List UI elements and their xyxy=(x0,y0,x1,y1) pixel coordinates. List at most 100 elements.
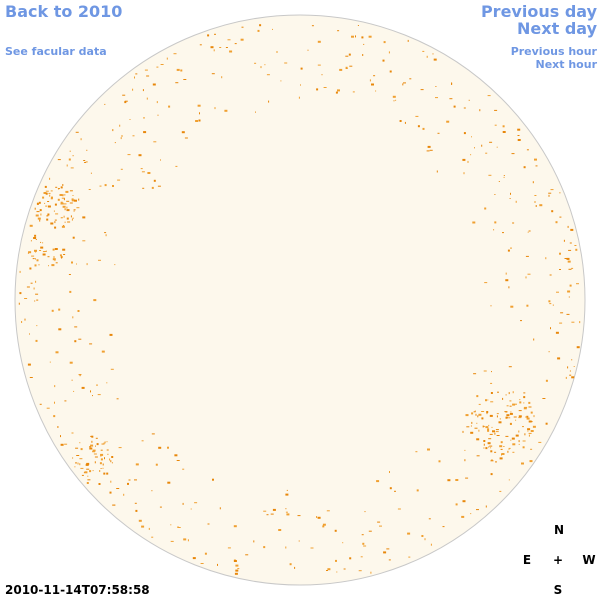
facula xyxy=(80,448,83,451)
compass-center: + xyxy=(552,553,564,567)
facula xyxy=(88,189,91,190)
facula xyxy=(91,435,94,438)
facula xyxy=(567,225,569,228)
facula xyxy=(66,209,70,212)
facula xyxy=(37,217,41,220)
facula xyxy=(503,446,505,447)
facula xyxy=(471,421,473,424)
facula xyxy=(487,429,490,432)
facula xyxy=(528,434,530,437)
next-day-link[interactable]: Next day xyxy=(517,19,597,38)
facula xyxy=(424,538,426,541)
facula xyxy=(317,64,321,66)
facula xyxy=(300,67,303,70)
facula xyxy=(518,440,520,443)
facula xyxy=(517,135,520,136)
facula xyxy=(219,47,222,48)
facula xyxy=(477,415,479,418)
facula xyxy=(415,115,419,117)
facula xyxy=(87,475,89,477)
facula xyxy=(167,446,169,449)
facula xyxy=(335,91,338,94)
facula xyxy=(175,165,178,167)
facula xyxy=(510,439,512,441)
facula xyxy=(73,209,76,211)
facula xyxy=(233,525,237,528)
facula xyxy=(86,468,90,470)
facula xyxy=(494,124,497,126)
facula xyxy=(78,338,82,340)
facula xyxy=(487,428,490,431)
facula xyxy=(268,100,270,103)
facula xyxy=(76,263,77,265)
facula xyxy=(61,256,63,259)
facula xyxy=(311,25,314,27)
facula xyxy=(110,460,112,463)
facula xyxy=(568,268,572,270)
facula xyxy=(533,338,535,341)
facula xyxy=(270,513,274,515)
facula xyxy=(481,411,485,412)
facula xyxy=(105,234,107,237)
facula xyxy=(436,170,438,173)
previous-hour-link[interactable]: Previous hour xyxy=(510,45,597,58)
facula xyxy=(144,69,148,71)
facula xyxy=(49,177,51,180)
facula xyxy=(82,216,86,219)
facula xyxy=(364,511,366,513)
facula xyxy=(95,437,98,439)
facula xyxy=(60,443,64,446)
facula xyxy=(569,370,571,372)
facula xyxy=(134,76,135,79)
facular-link[interactable]: See facular data xyxy=(5,45,107,58)
facula xyxy=(43,251,47,252)
facula xyxy=(194,502,198,504)
facula xyxy=(62,248,66,251)
facula xyxy=(510,305,514,308)
facula xyxy=(214,33,216,35)
facula xyxy=(566,313,570,315)
facula xyxy=(80,467,84,469)
facula xyxy=(99,462,102,465)
facula xyxy=(100,468,102,469)
facula xyxy=(394,490,396,492)
facula xyxy=(571,321,575,323)
facula xyxy=(362,54,364,56)
facula xyxy=(79,463,81,466)
previous-day-link[interactable]: Previous day xyxy=(480,2,597,21)
facula xyxy=(494,451,497,453)
facula xyxy=(389,471,390,473)
facula xyxy=(567,260,571,263)
facula xyxy=(72,316,74,319)
facula xyxy=(39,250,42,251)
facula xyxy=(569,284,572,287)
timestamp: 2010-11-14T07:58:58 xyxy=(5,583,150,597)
facula xyxy=(489,445,493,447)
facula xyxy=(234,43,237,45)
facula xyxy=(103,472,106,475)
facula xyxy=(119,124,121,127)
facula xyxy=(107,453,109,455)
facula xyxy=(571,359,573,361)
back-link[interactable]: Back to 2010 xyxy=(5,2,123,21)
facula xyxy=(532,425,536,428)
facula xyxy=(515,419,517,421)
facula xyxy=(200,563,204,564)
facula xyxy=(55,213,59,215)
facula xyxy=(527,430,529,432)
facula xyxy=(89,447,93,450)
facula xyxy=(442,526,445,528)
next-hour-link[interactable]: Next hour xyxy=(535,58,598,71)
facula xyxy=(221,76,223,79)
facula xyxy=(376,480,380,483)
facula xyxy=(349,65,353,67)
facula xyxy=(488,438,492,440)
facula xyxy=(522,446,525,449)
facula xyxy=(453,105,456,108)
facula xyxy=(254,62,257,64)
facula xyxy=(428,518,431,520)
facula xyxy=(475,413,477,416)
facula xyxy=(79,458,83,460)
facula xyxy=(497,391,499,393)
facula xyxy=(104,184,107,187)
